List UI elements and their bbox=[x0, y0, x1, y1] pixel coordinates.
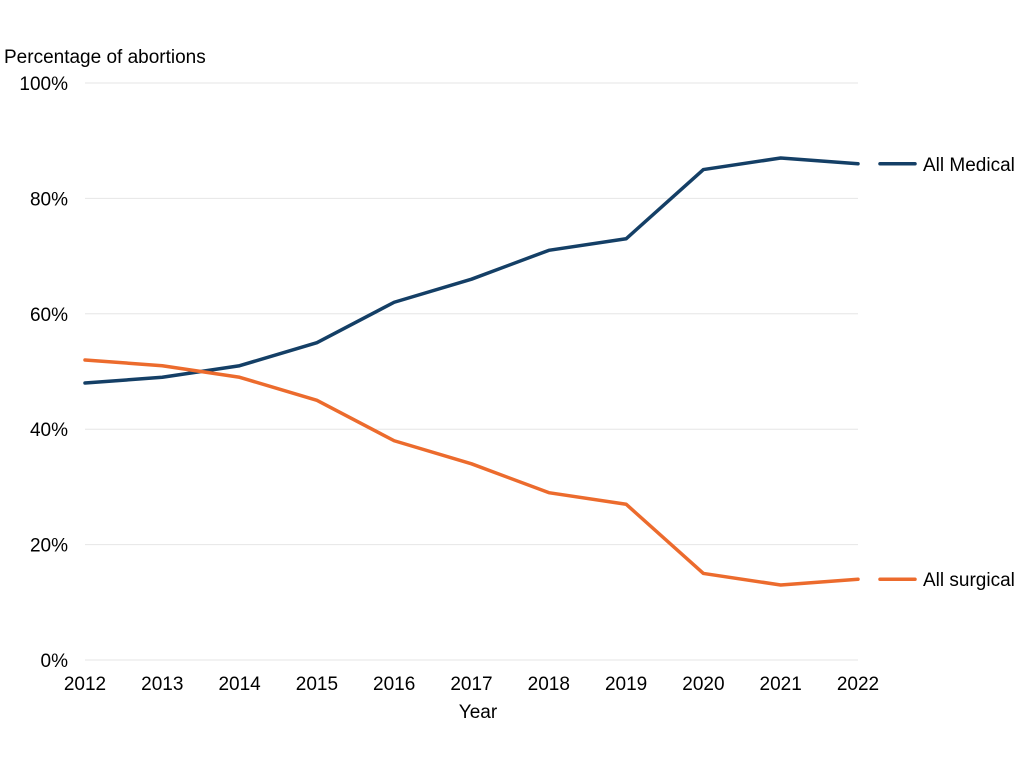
y-tick-label: 100% bbox=[19, 74, 68, 95]
x-tick-label: 2021 bbox=[760, 674, 802, 695]
y-tick-labels: 0% 20% 40% 60% 80% 100% bbox=[19, 74, 68, 672]
x-tick-label: 2013 bbox=[141, 674, 183, 695]
y-tick-label: 0% bbox=[41, 651, 69, 672]
x-tick-label: 2014 bbox=[218, 674, 261, 695]
series-lines bbox=[83, 156, 860, 587]
x-tick-label: 2019 bbox=[605, 674, 647, 695]
gridlines bbox=[85, 82, 858, 661]
legend: All Medical All surgical bbox=[878, 155, 1015, 591]
series-line-all-surgical bbox=[83, 358, 860, 587]
y-tick-label: 80% bbox=[30, 189, 68, 210]
x-axis-title: Year bbox=[459, 702, 498, 723]
y-tick-label: 60% bbox=[30, 305, 68, 326]
x-tick-label: 2022 bbox=[837, 674, 879, 695]
x-tick-label: 2017 bbox=[450, 674, 492, 695]
y-axis-title: Percentage of abortions bbox=[4, 47, 206, 68]
x-tick-label: 2012 bbox=[64, 674, 106, 695]
series-line-all-medical bbox=[83, 156, 860, 385]
x-tick-label: 2016 bbox=[373, 674, 415, 695]
x-tick-label: 2015 bbox=[296, 674, 338, 695]
legend-label-all-surgical: All surgical bbox=[923, 570, 1015, 591]
legend-label-all-medical: All Medical bbox=[923, 155, 1015, 176]
y-tick-label: 40% bbox=[30, 420, 68, 441]
x-tick-label: 2020 bbox=[682, 674, 724, 695]
x-tick-label: 2018 bbox=[528, 674, 570, 695]
x-tick-labels: 2012 2013 2014 2015 2016 2017 2018 2019 2020 2021… bbox=[64, 674, 879, 695]
y-tick-label: 20% bbox=[30, 536, 68, 557]
